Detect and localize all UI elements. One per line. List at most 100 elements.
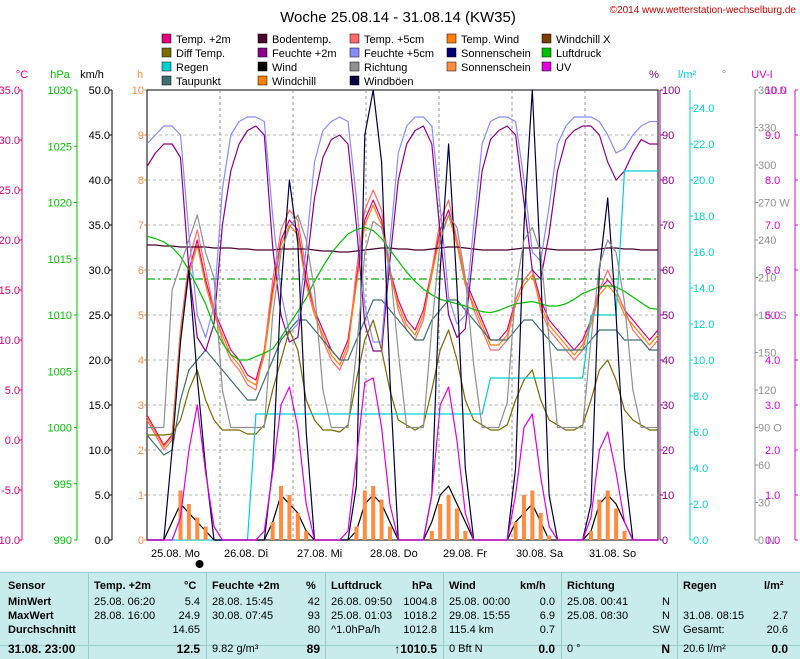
axis-unit-humidity_pct: % xyxy=(649,69,659,81)
axis-tick-label-uv_index-8: 2.0 xyxy=(765,445,780,457)
axis-tick-label-pressure_hpa-4: 1010 xyxy=(48,310,72,322)
axis-tick-label-wind_kmh-1: 45.0 xyxy=(89,130,110,142)
summary-min-temp-time: 25.08. 06:20 xyxy=(94,596,156,608)
axis-tick-label-uv_index-10: 0.0 xyxy=(765,535,780,547)
axis-tick-label-direction_deg-10: 60 xyxy=(758,460,770,472)
axis-tick-label-uv_index-4: 6.0 xyxy=(765,265,780,277)
bar-sonnenschein-35 xyxy=(438,504,443,540)
axis-tick-label-pressure_hpa-7: 995 xyxy=(54,479,72,491)
summary-header-temp-unit: °C xyxy=(184,580,197,592)
axis-tick-label-uv_index-6: 4.0 xyxy=(765,355,780,367)
series-line-taupunkt xyxy=(146,299,658,456)
axis-tick-label-humidity_pct-4: 60 xyxy=(662,265,674,277)
axis-unit-temp_c: °C xyxy=(16,69,28,81)
axis-tick-label-temp_c-6: 5.0 xyxy=(5,385,20,397)
legend-label-feuchte-2m-6: Feuchte +2m xyxy=(272,48,337,60)
bar-sonnenschein-29 xyxy=(387,526,392,540)
legend-swatch-feuchte-5cm-7 xyxy=(349,47,360,58)
axis-tick-label-pressure_hpa-1: 1025 xyxy=(48,141,72,153)
summary-min-dir-time: 25.08. 00:41 xyxy=(567,596,629,608)
legend-label-taupunkt-15: Taupunkt xyxy=(176,76,221,88)
summary-header-press: Luftdruck xyxy=(331,580,382,592)
summary-header-hum-unit: % xyxy=(306,580,316,592)
legend-swatch-sonnenschein-8 xyxy=(446,47,457,58)
axis-tick-label-direction_deg-0: 360 N xyxy=(758,85,787,97)
summary-cur-rain-time: 20.6 l/m² xyxy=(683,643,726,655)
axis-tick-label-temp_c-4: 15.0 xyxy=(0,285,20,297)
axis-tick-label-rain_lm2-8: 8.0 xyxy=(693,391,708,403)
bar-sonnenschein-5 xyxy=(186,504,191,540)
axis-tick-label-sun_h-8: 2 xyxy=(138,445,144,457)
axis-tick-label-wind_kmh-7: 15.0 xyxy=(89,400,110,412)
axis-tick-label-humidity_pct-3: 70 xyxy=(662,220,674,232)
axis-tick-label-wind_kmh-0: 50.0 xyxy=(89,85,110,97)
axis-tick-label-temp_c-7: 0.0 xyxy=(5,435,20,447)
axis-tick-label-rain_lm2-9: 6.0 xyxy=(693,427,708,439)
summary-max-label: MaxWert xyxy=(8,610,54,622)
axis-tick-label-direction_deg-5: 210 xyxy=(758,273,776,285)
series-line-uv xyxy=(147,377,658,541)
legend-swatch-windchill-16 xyxy=(257,75,268,86)
axis-tick-label-rain_lm2-3: 18.0 xyxy=(693,211,714,223)
summary-header-wind: Wind xyxy=(449,580,476,592)
legend-label-temp-2m-0: Temp. +2m xyxy=(176,34,231,46)
summary-avg-rain-time: Gesamt: xyxy=(683,624,725,636)
summary-avg-label: Durchschnitt xyxy=(8,624,76,636)
legend-label-uv-14: UV xyxy=(556,62,572,74)
plot-area: 25.08. Mo 26.08. Di 27.08. Mi 28.08. Do 29.0… xyxy=(146,89,659,568)
bar-sonnenschein-34 xyxy=(429,531,434,540)
bar-sonnenschein-16 xyxy=(279,486,284,540)
legend-swatch-sonnenschein-13 xyxy=(446,61,457,72)
legend-label-bodentemp-1: Bodentemp. xyxy=(272,34,331,46)
axis-tick-label-pressure_hpa-5: 1005 xyxy=(48,366,72,378)
summary-max-hum-val: 93 xyxy=(307,610,320,622)
summary-max-press-time: 25.08. 01:03 xyxy=(331,610,393,622)
axis-tick-label-humidity_pct-8: 20 xyxy=(662,445,674,457)
axis-tick-label-sun_h-2: 8 xyxy=(138,175,144,187)
bar-sonnenschein-48 xyxy=(547,535,552,540)
legend-label-sonnenschein-13: Sonnenschein xyxy=(461,62,531,74)
axis-tick-label-humidity_pct-1: 90 xyxy=(662,130,674,142)
axis-tick-label-temp_c-9: -10.0 xyxy=(0,535,20,547)
axis-tick-label-humidity_pct-7: 30 xyxy=(662,400,674,412)
axis-tick-label-humidity_pct-10: 0 xyxy=(662,535,668,547)
axis-tick-label-rain_lm2-5: 14.0 xyxy=(693,283,714,295)
summary-table: Sensor Temp. +2m °C Feuchte +2m % Luftdr… xyxy=(0,572,800,659)
axis-tick-label-uv_index-5: 5.0 xyxy=(765,310,780,322)
summary-min-temp-val: 5.4 xyxy=(184,596,200,608)
axis-unit-direction_deg: ° xyxy=(722,69,726,81)
bar-sonnenschein-55 xyxy=(605,490,610,540)
axis-tick-label-rain_lm2-6: 12.0 xyxy=(693,319,714,331)
weather-chart: Woche 25.08.14 - 31.08.14 (KW35) ©2014 w… xyxy=(0,5,798,568)
axis-tick-label-sun_h-7: 3 xyxy=(138,400,144,412)
summary-avg-hum-val: 80 xyxy=(307,624,320,636)
axis-tick-label-sun_h-6: 4 xyxy=(138,355,144,367)
axis-tick-label-direction_deg-7: 150 xyxy=(758,348,776,360)
axis-tick-label-humidity_pct-0: 100 xyxy=(662,85,680,97)
axis-tick-label-wind_kmh-6: 20.0 xyxy=(89,355,110,367)
bar-sonnenschein-36 xyxy=(446,495,451,540)
summary-cur-hum-val: 89 xyxy=(306,642,320,656)
summary-cur-wind-time: 0 Bft N xyxy=(449,643,483,655)
legend-label-sonnenschein-8: Sonnenschein xyxy=(461,48,531,60)
summary-min-hum-val: 42 xyxy=(307,596,320,608)
bar-sonnenschein-54 xyxy=(597,499,602,540)
summary-min-wind-time: 25.08. 00:00 xyxy=(449,596,511,608)
bar-sonnenschein-26 xyxy=(362,490,367,540)
series-line-luftdruck xyxy=(146,226,659,361)
axis-tick-label-wind_kmh-2: 40.0 xyxy=(89,175,110,187)
summary-header-press-unit: hPa xyxy=(412,580,433,592)
legend-label-windchill-x-4: Windchill X xyxy=(556,34,611,46)
axis-tick-label-direction_deg-8: 120 xyxy=(758,385,776,397)
bar-sonnenschein-28 xyxy=(379,499,384,540)
axis-tick-label-pressure_hpa-2: 1020 xyxy=(48,198,72,210)
bar-sonnenschein-25 xyxy=(354,526,359,540)
summary-header-temp: Temp. +2m xyxy=(94,580,151,592)
legend-label-wind-11: Wind xyxy=(272,62,297,74)
axis-unit-rain_lm2: l/m² xyxy=(678,69,697,81)
axis-tick-label-rain_lm2-11: 2.0 xyxy=(693,499,708,511)
axis-tick-label-sun_h-5: 5 xyxy=(138,310,144,322)
bar-sonnenschein-44 xyxy=(513,522,518,540)
legend-label-diff-temp-5: Diff Temp. xyxy=(176,48,225,60)
summary-cur-label: 31.08. 23:00 xyxy=(8,642,76,656)
